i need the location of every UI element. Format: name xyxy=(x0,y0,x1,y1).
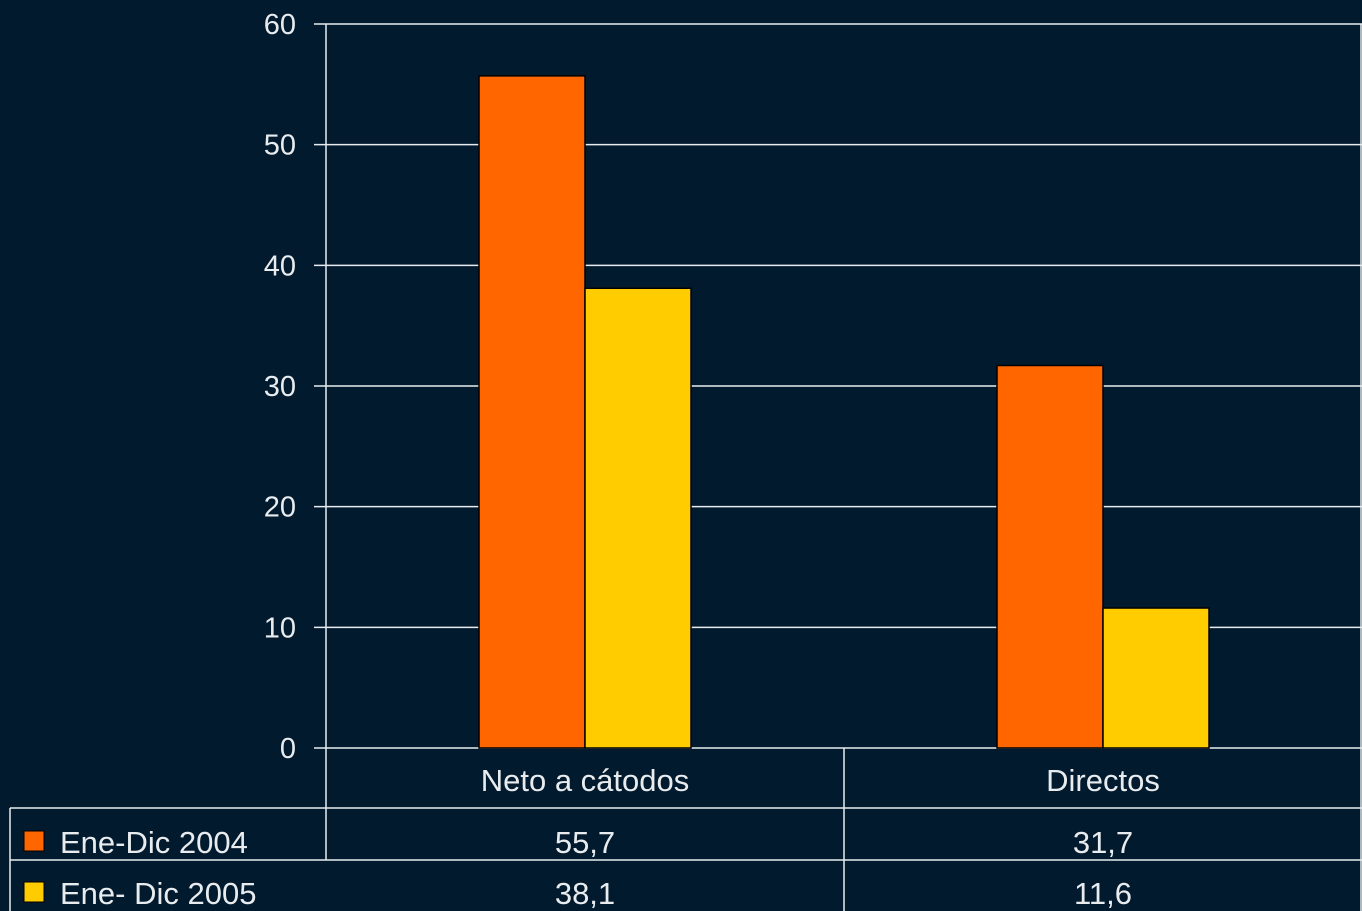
legend-swatch-2005 xyxy=(23,881,45,903)
y-tick-label: 10 xyxy=(264,612,296,644)
legend-label: Ene- Dic 2005 xyxy=(60,876,256,911)
data-table-value: 31,7 xyxy=(1073,825,1133,860)
category-label: Directos xyxy=(1046,763,1160,798)
y-tick-label: 0 xyxy=(280,733,296,765)
data-table-value: 38,1 xyxy=(555,876,615,911)
y-tick-label: 30 xyxy=(264,371,296,403)
legend-label: Ene-Dic 2004 xyxy=(60,825,248,860)
y-tick-label: 50 xyxy=(264,130,296,162)
legend-swatch-2004 xyxy=(23,830,45,852)
bar-2005-directos xyxy=(1102,607,1210,749)
category-label: Neto a cátodos xyxy=(481,763,690,798)
bar-2004-neto-a-catodos xyxy=(478,75,586,749)
data-table-value: 55,7 xyxy=(555,825,615,860)
data-table-value: 11,6 xyxy=(1074,876,1132,911)
y-tick-label: 20 xyxy=(264,492,296,524)
bar-2005-neto-a-catodos xyxy=(584,287,692,749)
y-tick-label: 60 xyxy=(264,9,296,41)
bar-2004-directos xyxy=(996,364,1104,749)
y-tick-label: 40 xyxy=(264,250,296,282)
